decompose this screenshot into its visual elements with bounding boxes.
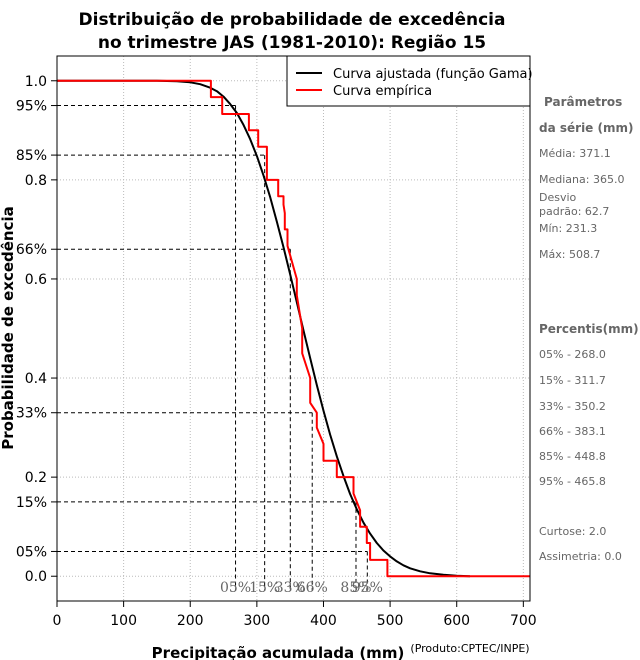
stat-curtose: Curtose: 2.0 xyxy=(539,525,606,538)
series-fitted-curve xyxy=(57,79,471,578)
y-tick-label-11: 1.0 xyxy=(25,74,47,90)
chart-title-line1: Distribuição de probabilidade de excedên… xyxy=(79,10,506,30)
y-axis: 0.0 05% 15% 0.2 33% 0.4 0.6 66% 0.8 85% 95% 1.0 xyxy=(16,74,57,585)
x-tick-label-4: 400 xyxy=(310,613,337,629)
series-layer xyxy=(57,79,530,578)
stat-desvio-2: padrão: 62.7 xyxy=(539,205,609,218)
legend-label-empirical: Curva empírica xyxy=(333,84,432,99)
x-tick-label-6: 600 xyxy=(443,613,470,629)
stat-assimetria: Assimetria: 0.0 xyxy=(539,550,622,563)
stat-mediana: Mediana: 365.0 xyxy=(539,173,624,186)
percentile-label-0: 05% xyxy=(220,580,251,596)
stat-max: Máx: 508.7 xyxy=(539,248,600,261)
percentil-85: 85% - 448.8 xyxy=(539,450,606,463)
percentile-label-3: 66% xyxy=(297,580,328,596)
params-heading-2: da série (mm) xyxy=(539,121,633,135)
legend-box xyxy=(286,55,531,107)
x-tick-label-7: 700 xyxy=(510,613,537,629)
y-tick-label-2: 15% xyxy=(16,495,47,511)
percentis-heading: Percentis(mm) xyxy=(539,322,639,336)
grid xyxy=(56,56,530,601)
series-empirical-curve xyxy=(57,79,530,578)
x-axis: 0 100 200 300 400 500 600 700 xyxy=(53,600,537,629)
x-tick-label-0: 0 xyxy=(53,613,62,629)
percentil-05: 05% - 268.0 xyxy=(539,348,606,361)
percentile-label-1: 15% xyxy=(249,580,280,596)
y-tick-label-6: 0.6 xyxy=(25,272,47,288)
percentile-guides xyxy=(57,105,368,591)
percentile-label-2: 33% xyxy=(275,580,306,596)
y-tick-label-5: 0.4 xyxy=(25,371,47,387)
plot-border xyxy=(56,55,531,602)
y-tick-label-3: 0.2 xyxy=(25,470,47,486)
source-note: (Produto:CPTEC/INPE) xyxy=(410,642,529,655)
legend: Curva ajustada (função Gama) Curva empír… xyxy=(286,55,533,107)
y-tick-label-7: 66% xyxy=(16,242,47,258)
y-tick-label-1: 05% xyxy=(16,544,47,560)
y-axis-title: Probabilidade de excedência xyxy=(0,206,17,450)
x-tick-label-2: 200 xyxy=(177,613,204,629)
percentile-label-5: 95% xyxy=(352,580,383,596)
chart-title-line2: no trimestre JAS (1981-2010): Região 15 xyxy=(98,33,486,53)
percentil-95: 95% - 465.8 xyxy=(539,475,606,488)
stat-desvio-1: Desvio xyxy=(539,191,577,204)
y-tick-label-8: 0.8 xyxy=(25,173,47,189)
x-tick-label-5: 500 xyxy=(377,613,404,629)
stats-panel: Parâmetros da série (mm) Média: 371.1 Me… xyxy=(539,95,639,563)
x-tick-label-1: 100 xyxy=(110,613,137,629)
stat-media: Média: 371.1 xyxy=(539,147,611,160)
y-tick-label-4: 33% xyxy=(16,406,47,422)
y-tick-label-0: 0.0 xyxy=(25,569,47,585)
percentil-33: 33% - 350.2 xyxy=(539,400,606,413)
percentile-label-4: 85% xyxy=(340,580,371,596)
y-tick-label-9: 85% xyxy=(16,148,47,164)
stat-min: Mín: 231.3 xyxy=(539,222,597,235)
percentil-15: 15% - 311.7 xyxy=(539,374,606,387)
params-heading-1: Parâmetros xyxy=(544,95,622,109)
x-tick-label-3: 300 xyxy=(243,613,270,629)
percentile-labels: 05%15%33%66% 85%95% xyxy=(220,580,383,596)
y-tick-label-10: 95% xyxy=(16,99,47,115)
percentil-66: 66% - 383.1 xyxy=(539,425,606,438)
legend-label-fitted: Curva ajustada (função Gama) xyxy=(333,67,533,82)
x-axis-title: Precipitação acumulada (mm) xyxy=(152,644,405,660)
